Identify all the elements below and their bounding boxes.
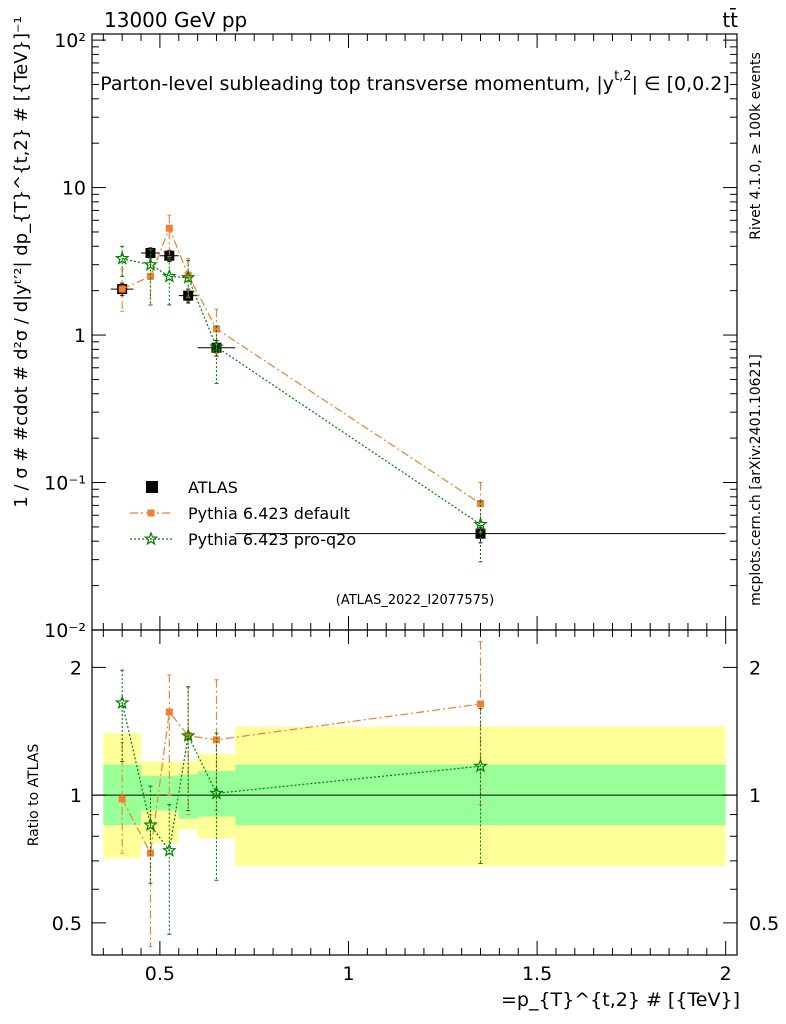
main-default-point <box>477 500 485 508</box>
ratio-ytick-label-right: 1 <box>749 785 761 807</box>
main-ylabel: 1 / σ # #cdot # d²σ / d|yᵗ′²| dp_{T}^{t,… <box>11 16 32 507</box>
ratio-xtick-label: 1 <box>342 963 354 985</box>
main-default-point <box>165 224 173 232</box>
ratio-proq2o-point <box>143 817 158 832</box>
plot-title: Parton-level subleading top transverse m… <box>100 69 730 95</box>
main-proq2o-point <box>161 268 177 283</box>
legend-marker-atlas <box>146 481 158 493</box>
ratio-proq2o-point <box>114 695 130 710</box>
main-proq2o-point <box>473 516 488 531</box>
ratio-series-group <box>114 641 488 947</box>
legend-label-atlas: ATLAS <box>188 478 238 497</box>
ratio-proq2o-line <box>121 702 481 853</box>
main-ytick-label: 10² <box>54 30 86 52</box>
ratio-default-line <box>121 703 481 856</box>
ratio-ytick-label-left: 1 <box>70 785 82 807</box>
ratio-default-point <box>146 849 154 857</box>
main-proq2o-point <box>143 256 158 271</box>
main-proq2o-point <box>180 270 196 284</box>
ratio-default-point <box>477 700 485 708</box>
energy-label: 13000 GeV pp <box>104 8 247 32</box>
process-label: tt̄ <box>722 7 738 32</box>
main-ytick-label: 10⁻² <box>44 620 86 642</box>
main-default-point <box>212 325 220 333</box>
ratio-ytick-label-right: 2 <box>749 657 761 679</box>
ratio-proq2o-point <box>180 728 196 742</box>
plot-title-range: | ∈ [0,0.2] <box>632 73 730 95</box>
ratio-ytick-label-left: 2 <box>70 657 82 679</box>
ratio-xtick-label: 1.5 <box>522 963 552 985</box>
ratio-frame <box>91 629 738 956</box>
ratio-default-point <box>212 736 220 744</box>
main-proq2o-point <box>209 339 224 354</box>
main-default-point <box>146 272 154 280</box>
ratio-ytick-label-left: 0.5 <box>52 913 82 935</box>
main-series-group <box>110 214 726 563</box>
main-ytick-label: 10⁻¹ <box>44 473 86 495</box>
ratio-proq2o-point <box>473 758 488 773</box>
legend: ATLAS Pythia 6.423 default Pythia 6.423 pr… <box>130 478 356 549</box>
plot-title-main: Parton-level subleading top transverse m… <box>100 73 614 95</box>
ratio-proq2o-point <box>161 842 177 857</box>
x-axis-label: =p_{T}^{t,2} # [{TeV}] <box>501 989 740 1011</box>
ratio-proq2o-point <box>209 785 224 800</box>
main-proq2o-line <box>122 258 481 525</box>
legend-marker-proq2o <box>143 531 159 546</box>
ratio-axes: 0.5 0.5 1 1 2 2 0.5 1 1.5 2 <box>52 630 779 985</box>
main-ytick-label: 1 <box>74 325 86 347</box>
legend-label-default: Pythia 6.423 default <box>188 504 350 523</box>
ratio-default-point <box>165 708 173 716</box>
analysis-id: (ATLAS_2022_I2077575) <box>336 593 494 608</box>
mcplots-label: mcplots.cern.ch [arXiv:2401.10621] <box>748 354 764 606</box>
legend-marker-default <box>147 509 155 517</box>
main-default-point <box>118 285 126 293</box>
main-atlas-point <box>145 248 156 259</box>
main-axes: 10⁻² 10⁻¹ 1 10 10² <box>44 30 737 642</box>
plot-title-sup: t,2 <box>614 69 632 84</box>
main-proq2o-point <box>114 250 130 265</box>
ratio-xtick-label: 2 <box>720 963 732 985</box>
legend-label-proq2o: Pythia 6.423 pro-q2o <box>188 530 356 549</box>
ratio-ytick-label-right: 0.5 <box>749 913 779 935</box>
main-atlas-point <box>164 250 175 261</box>
ratio-ylabel: Ratio to ATLAS <box>26 744 42 847</box>
main-default-point <box>184 271 192 279</box>
ratio-bands <box>92 726 737 867</box>
main-ytick-label: 10 <box>62 178 86 200</box>
rivet-label: Rivet 4.1.0, ≥ 100k events <box>748 52 764 240</box>
main-default-line <box>121 226 481 505</box>
ratio-xtick-label: 0.5 <box>145 963 175 985</box>
ratio-default-point <box>118 795 126 803</box>
